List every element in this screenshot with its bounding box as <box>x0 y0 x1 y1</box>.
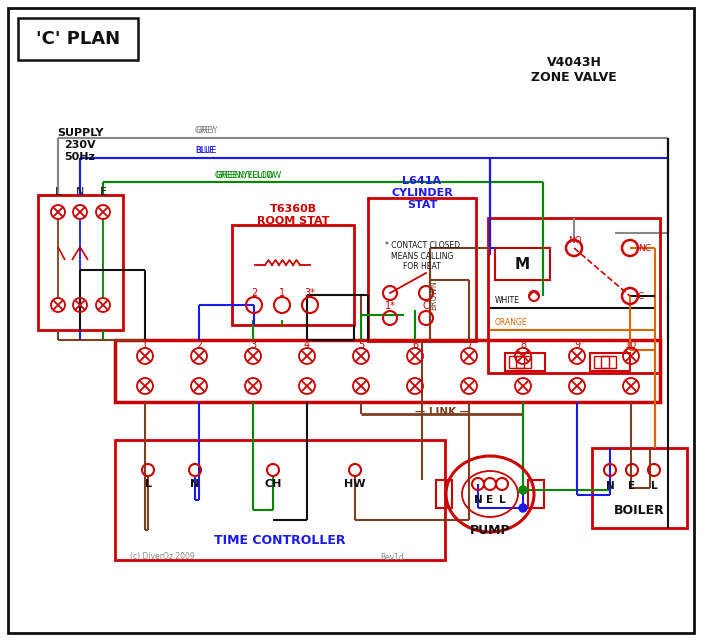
Bar <box>488 218 660 373</box>
Bar <box>590 353 630 371</box>
Bar <box>594 356 609 368</box>
Text: 9: 9 <box>574 340 580 350</box>
Text: M: M <box>515 256 529 272</box>
Bar <box>115 340 660 402</box>
Text: WHITE: WHITE <box>495 296 520 305</box>
Text: L641A
CYLINDER
STAT: L641A CYLINDER STAT <box>391 176 453 210</box>
Text: L: L <box>145 479 152 489</box>
Bar <box>592 448 687 528</box>
Text: 8: 8 <box>520 340 526 350</box>
Bar <box>601 356 616 368</box>
Text: 1: 1 <box>279 288 285 298</box>
Text: PUMP: PUMP <box>470 524 510 537</box>
Text: 5: 5 <box>358 340 364 350</box>
Text: CH: CH <box>265 479 282 489</box>
Text: C: C <box>423 301 430 311</box>
Text: GREY: GREY <box>195 126 218 135</box>
Bar <box>509 356 524 368</box>
Text: GREEN/YELLOW: GREEN/YELLOW <box>215 170 275 179</box>
Text: NC: NC <box>638 244 651 253</box>
Text: 10: 10 <box>625 340 637 350</box>
Text: BLUE: BLUE <box>195 146 216 155</box>
Text: NO: NO <box>568 235 582 244</box>
Text: * CONTACT CLOSED
MEANS CALLING
FOR HEAT: * CONTACT CLOSED MEANS CALLING FOR HEAT <box>385 241 460 271</box>
Text: 3*: 3* <box>305 288 315 298</box>
Text: N: N <box>76 187 84 197</box>
Bar <box>516 356 531 368</box>
Text: E: E <box>486 495 494 505</box>
Bar <box>368 198 476 341</box>
Bar <box>18 18 138 60</box>
Text: N: N <box>190 479 199 489</box>
Text: 3: 3 <box>250 340 256 350</box>
Text: BLUE: BLUE <box>195 146 214 155</box>
Text: GREY: GREY <box>195 126 216 135</box>
Text: V4043H
ZONE VALVE: V4043H ZONE VALVE <box>531 56 617 84</box>
Text: — LINK —: — LINK — <box>414 407 470 417</box>
Text: 2: 2 <box>196 340 202 350</box>
Text: TIME CONTROLLER: TIME CONTROLLER <box>214 533 346 547</box>
Text: Rev1d: Rev1d <box>380 553 404 562</box>
Text: T6360B
ROOM STAT: T6360B ROOM STAT <box>257 204 329 226</box>
Text: N: N <box>606 481 614 491</box>
Circle shape <box>519 504 527 512</box>
Text: 4: 4 <box>304 340 310 350</box>
Text: L: L <box>55 187 61 197</box>
Text: GREEN/YELLOW: GREEN/YELLOW <box>215 170 282 179</box>
Bar <box>436 480 452 508</box>
Text: 1: 1 <box>142 340 148 350</box>
Text: 'C' PLAN: 'C' PLAN <box>36 30 120 48</box>
Bar <box>232 225 354 325</box>
Text: C: C <box>638 292 644 301</box>
Text: (c) DiverOz 2009: (c) DiverOz 2009 <box>130 553 194 562</box>
Text: BOILER: BOILER <box>614 503 664 517</box>
Text: E: E <box>628 481 635 491</box>
Text: E: E <box>100 187 107 197</box>
Text: L: L <box>498 495 505 505</box>
Bar <box>495 248 550 280</box>
Text: ORANGE: ORANGE <box>495 318 528 327</box>
Text: SUPPLY
230V
50Hz: SUPPLY 230V 50Hz <box>57 128 103 162</box>
Text: L: L <box>651 481 657 491</box>
Text: 6: 6 <box>412 340 418 350</box>
Text: 1*: 1* <box>385 301 395 311</box>
Text: 2: 2 <box>251 288 257 298</box>
Text: HW: HW <box>344 479 366 489</box>
Text: BROWN: BROWN <box>430 280 439 310</box>
Bar <box>38 195 123 330</box>
Bar <box>528 480 544 508</box>
Bar <box>505 353 545 371</box>
Text: N: N <box>474 495 482 505</box>
Bar <box>115 440 445 560</box>
Circle shape <box>519 486 527 494</box>
Text: 7: 7 <box>466 340 472 350</box>
